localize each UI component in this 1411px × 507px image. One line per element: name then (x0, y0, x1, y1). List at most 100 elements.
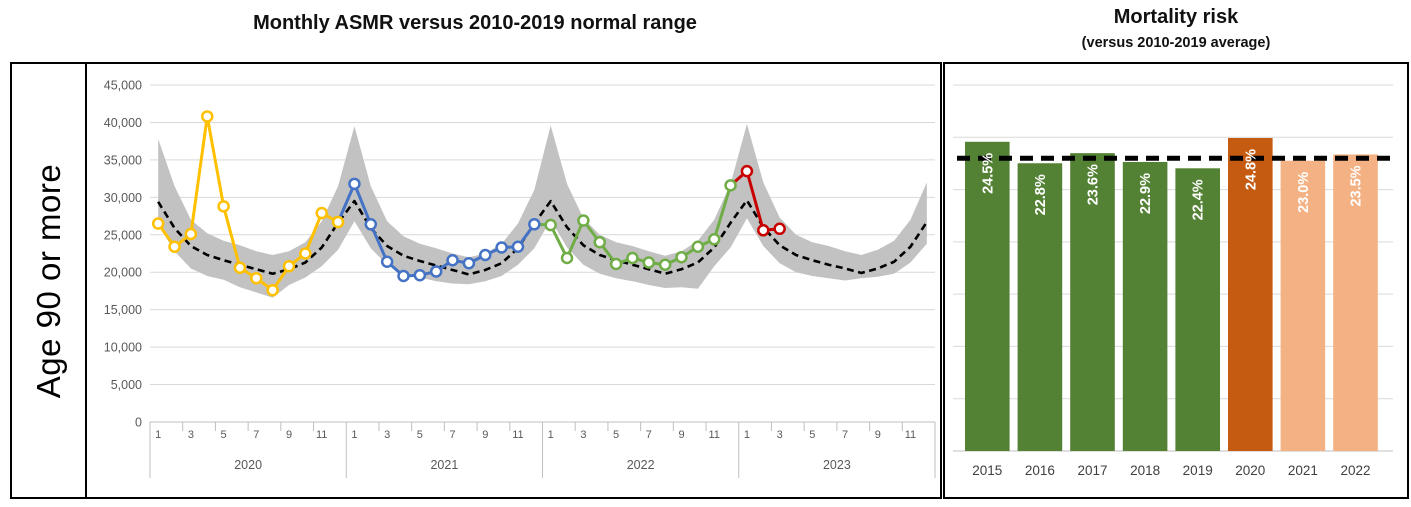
month-tick-label: 5 (417, 429, 423, 441)
y-axis-tick-label: 20,000 (104, 266, 142, 280)
data-point-2021 (413, 268, 427, 282)
data-point-2021 (446, 253, 459, 267)
data-point-2021 (511, 240, 525, 254)
bar-category-label: 2017 (1077, 463, 1107, 478)
data-point-2020 (282, 259, 296, 273)
month-tick-label: 11 (709, 429, 720, 441)
year-label: 2021 (430, 458, 458, 472)
month-tick-label: 1 (351, 429, 357, 441)
data-point-2022 (626, 251, 639, 265)
data-point-2022 (675, 250, 688, 264)
year-label: 2020 (234, 458, 262, 472)
data-point-2021 (429, 265, 443, 278)
bar-category-label: 2018 (1130, 463, 1160, 478)
bar-value-label: 23.0% (1296, 172, 1312, 213)
data-point-2022 (609, 257, 623, 271)
bar-2017 (1070, 153, 1115, 451)
data-point-2023 (757, 224, 770, 237)
bar-value-label: 23.6% (1086, 164, 1102, 205)
data-point-2020 (168, 240, 181, 254)
data-point-2020 (250, 271, 263, 285)
month-tick-label: 1 (744, 429, 750, 441)
bar-category-label: 2015 (972, 463, 1002, 478)
data-point-2021 (380, 255, 394, 268)
data-point-2020 (331, 215, 345, 229)
data-point-2020 (233, 261, 247, 274)
month-tick-label: 3 (384, 429, 390, 441)
data-point-2022 (658, 258, 672, 271)
bar-2018 (1122, 161, 1168, 451)
right-chart-subtitle: (versus 2010-2019 average) (1081, 35, 1271, 51)
bar-value-label: 22.8% (1033, 174, 1049, 215)
data-point-2022 (593, 236, 606, 249)
y-axis-tick-label: 35,000 (104, 153, 142, 167)
data-point-2022 (577, 214, 590, 227)
data-point-2021 (462, 256, 476, 270)
month-tick-label: 5 (221, 429, 227, 441)
data-point-2021 (364, 218, 378, 231)
month-tick-label: 5 (613, 429, 619, 441)
month-tick-label: 1 (548, 429, 554, 441)
monthly-asmr-panel: Age 90 or more 0 5,000 10,000 15,000 20,000 2… (10, 62, 942, 499)
data-point-2020 (184, 227, 198, 241)
month-tick-label: 3 (777, 429, 783, 441)
month-tick-label: 3 (580, 429, 586, 441)
data-point-2021 (495, 241, 508, 254)
data-point-2022 (642, 256, 656, 269)
data-point-2020 (151, 217, 165, 230)
y-axis-tick-label: 40,000 (104, 116, 142, 130)
data-point-2022 (544, 218, 557, 232)
data-point-2020 (266, 283, 279, 297)
bar-value-label: 22.9% (1138, 173, 1154, 214)
month-tick-label: 7 (842, 429, 848, 441)
y-axis-tick-label: 10,000 (104, 341, 142, 355)
month-tick-label: 7 (449, 429, 455, 441)
bar-category-label: 2021 (1288, 463, 1318, 478)
y-axis-tick-label: 0 (135, 416, 142, 430)
data-point-2023 (740, 164, 754, 178)
mortality-risk-panel: 24.5% 2015 22.8% 2016 23.6% 2017 22.9% 2018 22.4… (943, 62, 1409, 499)
y-axis-tick-label: 30,000 (104, 191, 142, 205)
bar-2019 (1175, 168, 1220, 451)
data-point-2022 (724, 179, 737, 192)
series-line-2023 (729, 169, 782, 232)
month-tick-label: 9 (678, 429, 684, 441)
data-point-2020 (200, 110, 214, 123)
y-axis-tick-label: 15,000 (104, 303, 142, 317)
bar-category-label: 2019 (1183, 463, 1213, 478)
month-tick-label: 11 (316, 429, 327, 441)
bar-category-label: 2022 (1340, 463, 1370, 478)
data-point-2022 (691, 240, 705, 254)
bar-2020 (1228, 138, 1273, 451)
asmr-line-chart: 0 5,000 10,000 15,000 20,000 25,000 30,000 35,0… (104, 79, 936, 478)
month-tick-label: 11 (905, 429, 916, 441)
month-tick-label: 9 (286, 429, 292, 441)
month-tick-label: 3 (188, 429, 194, 441)
bar-value-label: 22.4% (1191, 179, 1207, 220)
bar-value-label: 24.8% (1243, 149, 1259, 190)
bar-2022 (1333, 154, 1378, 451)
bar-value-label: 24.5% (980, 153, 996, 194)
y-axis-tick-label: 5,000 (111, 378, 142, 392)
month-tick-label: 9 (482, 429, 488, 441)
bar-category-label: 2020 (1235, 463, 1265, 478)
month-tick-label: 9 (875, 429, 881, 441)
month-tick-label: 7 (646, 429, 652, 441)
data-point-2020 (217, 200, 230, 213)
data-point-2021 (348, 177, 361, 191)
data-point-2022 (560, 251, 574, 265)
bar-2016 (1017, 163, 1063, 451)
mortality-risk-bar-chart: 24.5% 2015 22.8% 2016 23.6% 2017 22.9% 2018 22.4… (953, 84, 1393, 478)
bar-2015 (965, 141, 1010, 452)
month-tick-label: 7 (253, 429, 259, 441)
month-tick-label: 1 (155, 429, 161, 441)
year-label: 2022 (627, 458, 655, 472)
bar-value-label: 23.5% (1349, 165, 1365, 206)
data-point-2020 (299, 247, 312, 260)
bar-category-label: 2016 (1025, 463, 1055, 478)
data-point-2023 (773, 222, 786, 236)
y-axis-tick-label: 25,000 (104, 228, 142, 242)
data-point-2020 (315, 206, 328, 220)
right-chart-title: Mortality risk (1113, 6, 1239, 28)
